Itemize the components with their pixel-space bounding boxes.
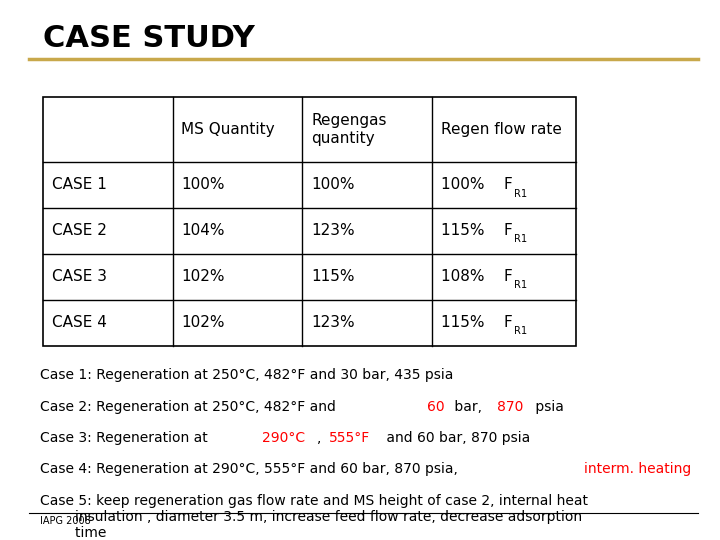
Text: insulation , diameter 3.5 m, increase feed flow rate, decrease adsorption: insulation , diameter 3.5 m, increase fe… [40, 510, 582, 524]
Text: 100%: 100% [311, 178, 354, 192]
Text: CASE STUDY: CASE STUDY [43, 24, 255, 53]
Text: CASE 3: CASE 3 [52, 269, 107, 284]
Text: Regengas
quantity: Regengas quantity [311, 113, 387, 146]
Text: CASE 1: CASE 1 [52, 178, 107, 192]
Text: CASE 2: CASE 2 [52, 224, 107, 238]
Text: 100%: 100% [181, 178, 225, 192]
Text: 290°C: 290°C [261, 431, 305, 445]
Bar [43, 97, 576, 346]
Text: Regen flow rate: Regen flow rate [441, 122, 562, 137]
Text: Case 2: Regeneration at 250°C, 482°F and: Case 2: Regeneration at 250°C, 482°F and [40, 400, 340, 414]
Text: Case 5: keep regeneration gas flow rate and MS height of case 2, internal heat: Case 5: keep regeneration gas flow rate … [40, 494, 588, 508]
Text: 123%: 123% [311, 224, 355, 238]
Text: R1: R1 [514, 188, 528, 199]
Text: 104%: 104% [181, 224, 225, 238]
Text: 115%: 115% [441, 315, 489, 330]
Text: F: F [503, 224, 512, 238]
Text: interm. heating: interm. heating [585, 462, 692, 476]
Text: 115%: 115% [441, 224, 489, 238]
Text: 870: 870 [497, 400, 523, 414]
Text: time: time [40, 526, 106, 540]
Bar [43, 97, 576, 346]
Text: R1: R1 [514, 234, 528, 245]
Text: Case 1: Regeneration at 250°C, 482°F and 30 bar, 435 psia: Case 1: Regeneration at 250°C, 482°F and… [40, 368, 453, 382]
Text: R1: R1 [514, 326, 528, 336]
Text: R1: R1 [514, 280, 528, 291]
Text: 102%: 102% [181, 315, 225, 330]
Text: ,: , [318, 431, 326, 445]
Text: 60: 60 [427, 400, 445, 414]
Text: Case 4: Regeneration at 290°C, 555°F and 60 bar, 870 psia,: Case 4: Regeneration at 290°C, 555°F and… [40, 462, 462, 476]
Text: 115%: 115% [311, 269, 354, 284]
Text: MS Quantity: MS Quantity [181, 122, 275, 137]
Text: and 60 bar, 870 psia: and 60 bar, 870 psia [382, 431, 530, 445]
Text: F: F [503, 178, 512, 192]
Text: 555°F: 555°F [328, 431, 370, 445]
Text: 102%: 102% [181, 269, 225, 284]
Text: bar,: bar, [450, 400, 486, 414]
Text: 100%: 100% [441, 178, 489, 192]
Text: F: F [503, 269, 512, 284]
Text: psia: psia [531, 400, 564, 414]
Text: F: F [503, 315, 512, 330]
Text: 108%: 108% [441, 269, 489, 284]
Text: Case 3: Regeneration at: Case 3: Regeneration at [40, 431, 212, 445]
Text: CASE 4: CASE 4 [52, 315, 107, 330]
Text: 123%: 123% [311, 315, 355, 330]
Text: IAPG 2008: IAPG 2008 [40, 516, 90, 526]
